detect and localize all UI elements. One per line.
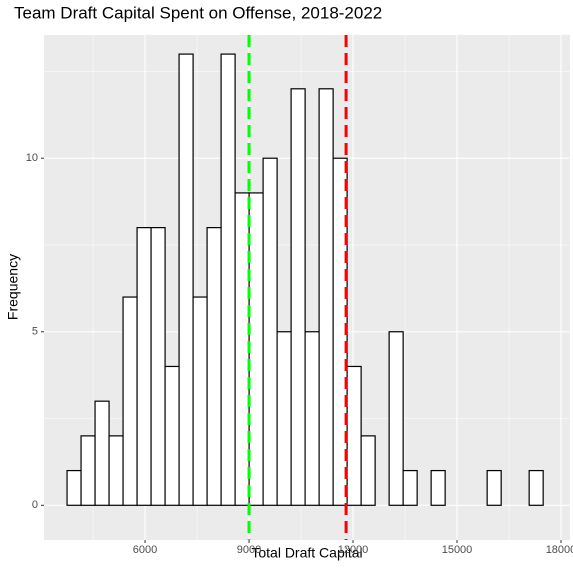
bar <box>346 365 362 506</box>
bar <box>318 88 334 506</box>
bar <box>108 435 124 506</box>
bar <box>388 331 404 506</box>
bar <box>192 296 208 506</box>
bar <box>402 469 418 506</box>
bar <box>528 469 544 506</box>
x-tick-label: 15000 <box>442 544 473 556</box>
bar <box>360 435 376 506</box>
bar <box>94 400 110 506</box>
bar <box>248 192 264 506</box>
y-tick-label: 10 <box>26 152 38 164</box>
bar <box>164 365 180 506</box>
x-tick-label: 9000 <box>237 544 261 556</box>
bar <box>430 469 446 506</box>
y-tick-label: 0 <box>32 499 38 511</box>
x-tick-label: 12000 <box>338 544 369 556</box>
bar <box>66 469 82 506</box>
bar <box>80 435 96 506</box>
y-axis-label: Frequency <box>5 254 21 320</box>
bar <box>290 88 306 506</box>
bar <box>178 53 194 506</box>
bar <box>150 227 166 506</box>
bar <box>262 157 278 506</box>
y-tick-label: 5 <box>32 326 38 338</box>
bar <box>304 331 320 506</box>
bar <box>220 53 236 506</box>
bar <box>234 192 250 506</box>
chart-title: Team Draft Capital Spent on Offense, 201… <box>14 3 382 22</box>
bar <box>486 469 502 506</box>
x-tick-label: 6000 <box>133 544 157 556</box>
bar <box>136 227 152 506</box>
bar <box>122 296 138 506</box>
bar <box>276 331 292 506</box>
x-axis-label: Total Draft Capital <box>251 545 362 561</box>
bar <box>206 227 222 506</box>
